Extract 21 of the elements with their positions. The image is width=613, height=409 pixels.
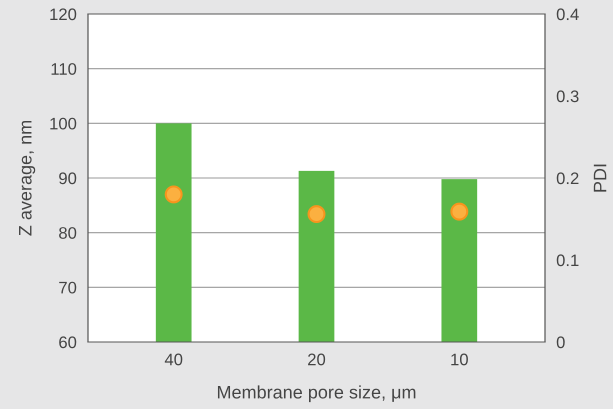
y2-tick-label: 0.1: [556, 254, 578, 266]
y-tick-label: 110: [52, 63, 76, 75]
x-tick-label: 10: [451, 354, 468, 366]
y-tick-label: 70: [59, 282, 76, 294]
point: [164, 185, 183, 204]
y-tick-label: 100: [50, 118, 76, 130]
y-tick-label: 120: [50, 8, 76, 20]
y2-tick-label: 0.3: [556, 90, 579, 102]
x-tick-label: 40: [164, 354, 182, 366]
point: [308, 205, 326, 224]
y-tick-label: 90: [59, 172, 76, 184]
y-axis-title: Z average, nm: [19, 120, 36, 236]
y2-tick-label: 0.2: [556, 172, 578, 184]
y-tick-label: 80: [59, 227, 76, 239]
point: [450, 202, 468, 221]
x-axis-title: Membrane pore size, μm: [218, 385, 416, 402]
x-tick-label: 20: [308, 354, 326, 366]
y2-axis-title: PDI: [594, 164, 606, 192]
y-tick-label: 60: [59, 336, 76, 348]
y2-tick-label: 0: [556, 336, 565, 348]
y2-tick-label: 0.4: [556, 8, 579, 20]
